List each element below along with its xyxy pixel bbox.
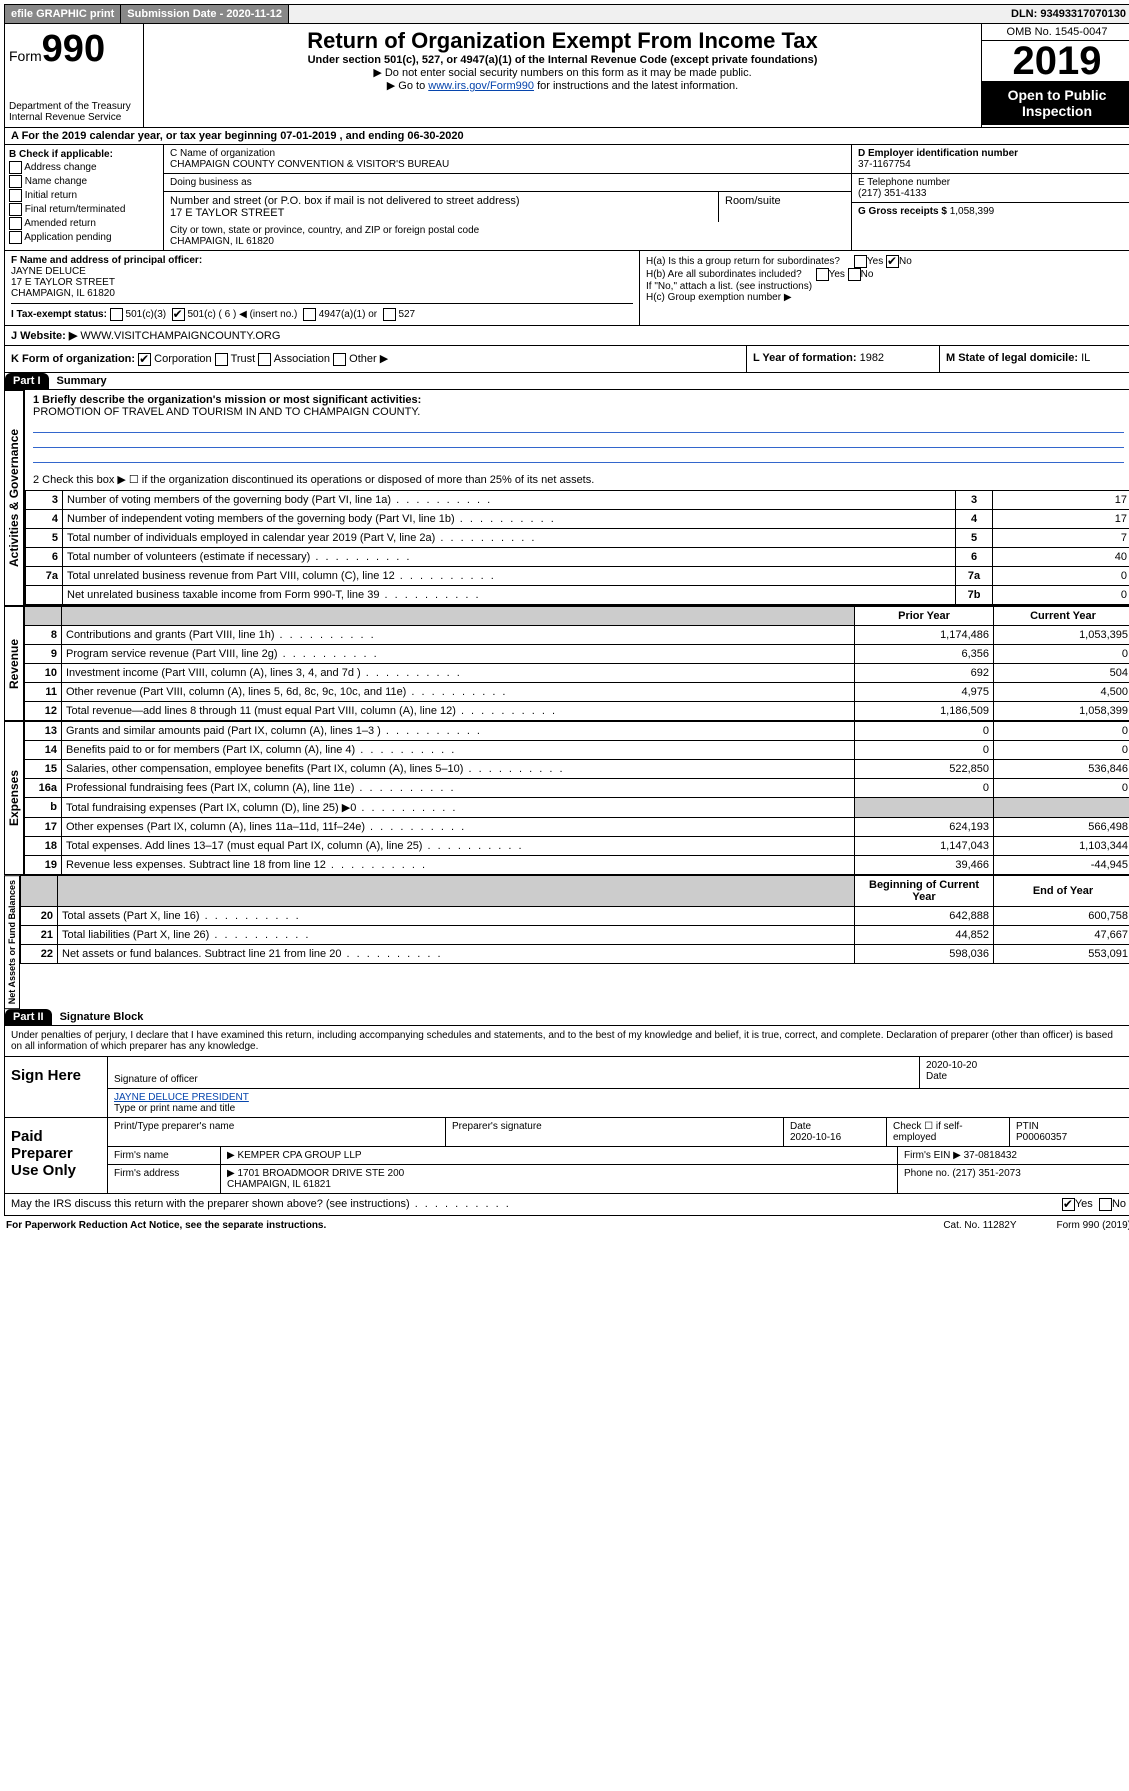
phone-block: E Telephone number (217) 351-4133	[852, 174, 1129, 203]
dln-label: DLN: 93493317070130	[1005, 5, 1129, 23]
org-name: CHAMPAIGN COUNTY CONVENTION & VISITOR'S …	[170, 159, 845, 170]
note-link: ▶ Go to www.irs.gov/Form990 for instruct…	[148, 79, 977, 92]
table-row: 6Total number of volunteers (estimate if…	[26, 547, 1129, 566]
dept-label: Department of the Treasury Internal Reve…	[9, 101, 139, 123]
part1-header: Part I Summary	[4, 373, 1129, 390]
top-bar: efile GRAPHIC print Submission Date - 20…	[4, 4, 1129, 24]
table-row: 7aTotal unrelated business revenue from …	[26, 566, 1129, 585]
sign-here-block: Sign Here Signature of officer 2020-10-2…	[4, 1057, 1129, 1118]
entity-info-block: B Check if applicable: Address change Na…	[4, 145, 1129, 251]
section-a-period: A For the 2019 calendar year, or tax yea…	[4, 128, 1129, 145]
table-row: 17Other expenses (Part IX, column (A), l…	[25, 817, 1129, 836]
perjury-statement: Under penalties of perjury, I declare th…	[4, 1026, 1129, 1057]
dba-label: Doing business as	[164, 174, 851, 192]
street-address: Number and street (or P.O. box if mail i…	[164, 192, 719, 222]
line2-discontinued: 2 Check this box ▶ ☐ if the organization…	[25, 469, 1129, 490]
room-suite-label: Room/suite	[719, 192, 851, 222]
instructions-link[interactable]: www.irs.gov/Form990	[428, 80, 534, 92]
table-row: 14Benefits paid to or for members (Part …	[25, 740, 1129, 759]
group-return-block: H(a) Is this a group return for subordin…	[640, 251, 1129, 325]
paid-preparer-block: Paid Preparer Use Only Print/Type prepar…	[4, 1118, 1129, 1194]
note-ssn: ▶ Do not enter social security numbers o…	[148, 66, 977, 79]
state-domicile: M State of legal domicile: IL	[940, 346, 1129, 372]
table-row: 11Other revenue (Part VIII, column (A), …	[25, 682, 1129, 701]
table-row: bTotal fundraising expenses (Part IX, co…	[25, 797, 1129, 817]
vlabel-governance: Activities & Governance	[4, 390, 24, 606]
table-row: 16aProfessional fundraising fees (Part I…	[25, 778, 1129, 797]
form-subtitle: Under section 501(c), 527, or 4947(a)(1)…	[148, 54, 977, 66]
table-row: 8Contributions and grants (Part VIII, li…	[25, 625, 1129, 644]
footer-line: For Paperwork Reduction Act Notice, see …	[4, 1216, 1129, 1235]
gross-receipts: G Gross receipts $ 1,058,399	[852, 203, 1129, 220]
form-number: Form990	[9, 28, 139, 71]
table-row: 19Revenue less expenses. Subtract line 1…	[25, 855, 1129, 874]
table-row: Net unrelated business taxable income fr…	[26, 585, 1129, 604]
principal-officer: F Name and address of principal officer:…	[5, 251, 640, 325]
vlabel-netassets: Net Assets or Fund Balances	[4, 875, 20, 1009]
city-address: City or town, state or province, country…	[164, 222, 851, 250]
ein-block: D Employer identification number 37-1167…	[852, 145, 1129, 174]
table-row: 5Total number of individuals employed in…	[26, 528, 1129, 547]
table-row: 10Investment income (Part VIII, column (…	[25, 663, 1129, 682]
klm-row: K Form of organization: Corporation Trus…	[4, 346, 1129, 373]
table-row: 4Number of independent voting members of…	[26, 509, 1129, 528]
form-of-org: K Form of organization: Corporation Trus…	[5, 346, 747, 372]
part2-header: Part II Signature Block	[4, 1009, 1129, 1026]
submission-date-label: Submission Date - 2020-11-12	[121, 5, 289, 23]
efile-print-button[interactable]: efile GRAPHIC print	[5, 5, 121, 23]
mission-block: 1 Briefly describe the organization's mi…	[25, 390, 1129, 469]
officer-group-row: F Name and address of principal officer:…	[4, 251, 1129, 326]
open-public-badge: Open to Public Inspection	[982, 81, 1129, 125]
table-row: 3Number of voting members of the governi…	[26, 490, 1129, 509]
summary-table: Activities & Governance 1 Briefly descri…	[4, 390, 1129, 606]
form-title: Return of Organization Exempt From Incom…	[148, 28, 977, 54]
vlabel-expenses: Expenses	[4, 721, 24, 875]
vlabel-revenue: Revenue	[4, 606, 24, 721]
discuss-preparer-row: May the IRS discuss this return with the…	[4, 1194, 1129, 1216]
table-row: 22Net assets or fund balances. Subtract …	[21, 944, 1129, 963]
table-row: 18Total expenses. Add lines 13–17 (must …	[25, 836, 1129, 855]
table-row: 9Program service revenue (Part VIII, lin…	[25, 644, 1129, 663]
table-row: 20Total assets (Part X, line 16)642,8886…	[21, 906, 1129, 925]
tax-year: 2019	[982, 41, 1129, 81]
org-name-label: C Name of organization	[170, 148, 845, 159]
table-row: 15Salaries, other compensation, employee…	[25, 759, 1129, 778]
table-row: 13Grants and similar amounts paid (Part …	[25, 721, 1129, 740]
year-formation: L Year of formation: 1982	[747, 346, 940, 372]
website-link[interactable]: WWW.VISITCHAMPAIGNCOUNTY.ORG	[80, 330, 280, 342]
table-row: 12Total revenue—add lines 8 through 11 (…	[25, 701, 1129, 720]
website-row: J Website: ▶ WWW.VISITCHAMPAIGNCOUNTY.OR…	[4, 326, 1129, 346]
form-header: Form990 Department of the Treasury Inter…	[4, 24, 1129, 128]
col-b-checkboxes: B Check if applicable: Address change Na…	[5, 145, 164, 250]
table-row: 21Total liabilities (Part X, line 26)44,…	[21, 925, 1129, 944]
